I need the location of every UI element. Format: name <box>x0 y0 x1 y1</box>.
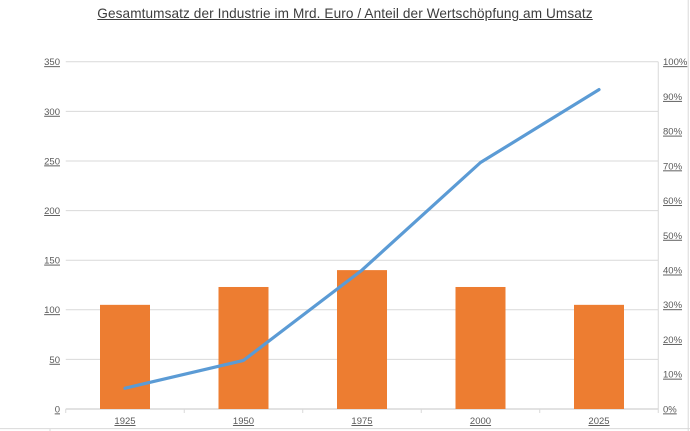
x-axis-label: 2025 <box>588 416 609 427</box>
right-axis-label: 60% <box>663 196 683 207</box>
right-axis-label: 90% <box>663 92 683 103</box>
x-axis-label: 1975 <box>351 416 372 427</box>
right-axis-label: 30% <box>663 300 683 311</box>
bar-1975 <box>337 270 387 409</box>
left-axis-label: 50 <box>49 355 60 366</box>
right-axis-label: 10% <box>663 370 683 381</box>
left-axis-label: 300 <box>44 107 60 118</box>
x-axis-label: 2000 <box>470 416 491 427</box>
left-axis-label: 350 <box>44 57 60 68</box>
right-axis-label: 50% <box>663 231 683 242</box>
line-series <box>123 87 601 390</box>
left-axis-label: 250 <box>44 156 60 167</box>
right-axis-label: 40% <box>663 266 683 277</box>
left-axis-label: 200 <box>44 206 60 217</box>
x-axis-label: 1950 <box>233 416 254 427</box>
bar-1925 <box>100 304 150 409</box>
left-axis-label: 150 <box>44 256 60 267</box>
bar-2000 <box>455 286 506 409</box>
chart-title: Gesamtumsatz der Industrie im Mrd. Euro … <box>97 6 593 21</box>
left-axis-label: 0 <box>55 404 60 415</box>
left-axis-label: 100 <box>44 305 60 316</box>
right-axis-label: 80% <box>663 127 683 138</box>
right-axis-label: 100% <box>663 57 688 68</box>
right-axis-label: 20% <box>663 335 683 346</box>
right-axis-label: 70% <box>663 161 683 172</box>
x-axis-label: 1925 <box>114 416 135 427</box>
right-axis-label: 0% <box>663 404 677 415</box>
bar-2025 <box>574 304 624 409</box>
